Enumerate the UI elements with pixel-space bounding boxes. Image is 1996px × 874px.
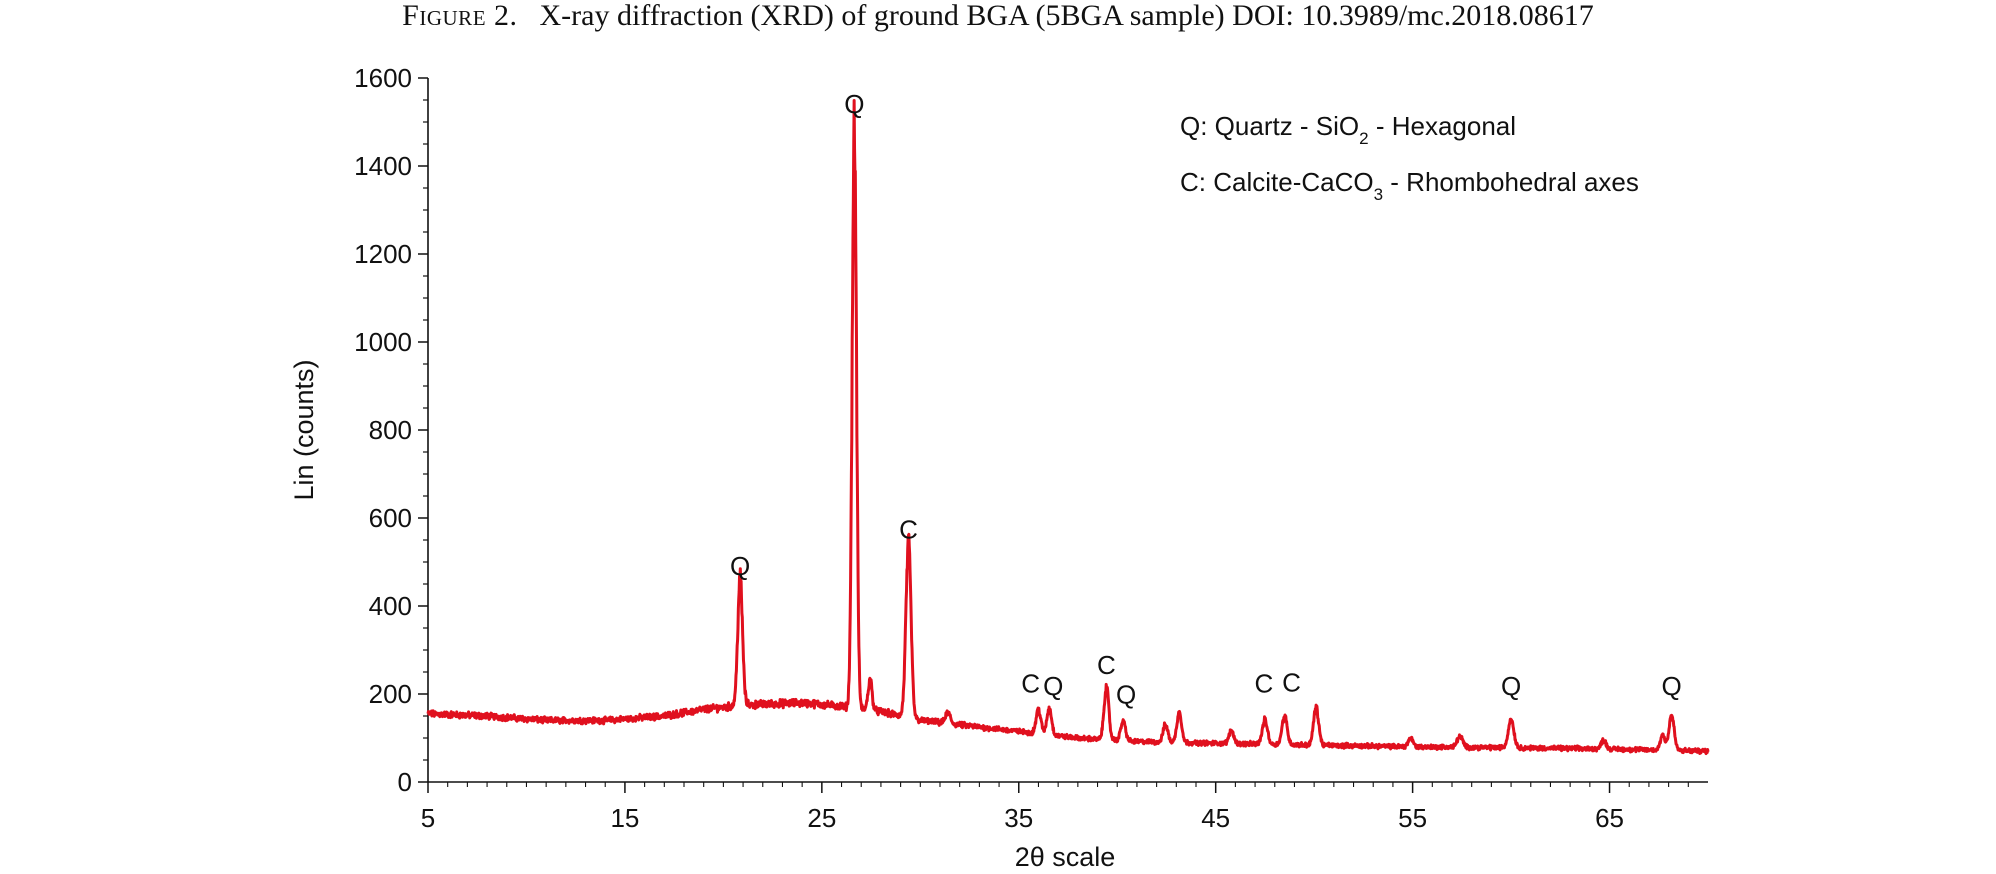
- y-tick-label: 1200: [354, 239, 412, 269]
- legend: Q: Quartz - SiO2 - Hexagonal C: Calcite-…: [1180, 111, 1639, 204]
- x-tick-label: 25: [807, 803, 836, 833]
- peak-label-c: C: [899, 515, 918, 545]
- y-tick-label: 800: [369, 415, 412, 445]
- x-tick-label: 5: [421, 803, 435, 833]
- x-tick-label: 65: [1595, 803, 1624, 833]
- x-tick-label: 55: [1398, 803, 1427, 833]
- x-axis-title: 2θ scale: [1015, 842, 1116, 872]
- figure-caption: Figure 2. X-ray diffraction (XRD) of grou…: [0, 0, 1996, 32]
- peak-label-q: Q: [1501, 671, 1521, 701]
- y-tick-label: 200: [369, 679, 412, 709]
- figure-label: Figure 2.: [402, 0, 518, 32]
- peak-label-c: C: [1282, 667, 1301, 697]
- xrd-series-line: [426, 99, 1710, 756]
- peak-label-q: Q: [1116, 680, 1136, 710]
- x-tick-label: 45: [1201, 803, 1230, 833]
- y-tick-label: 1600: [354, 63, 412, 93]
- peak-label-c: C: [1255, 669, 1274, 699]
- legend-entry-quartz: Q: Quartz - SiO2 - Hexagonal: [1180, 111, 1516, 148]
- y-tick-label: 0: [398, 767, 412, 797]
- series-layer: [426, 99, 1710, 756]
- x-tick-label: 35: [1004, 803, 1033, 833]
- peak-label-q: Q: [1043, 671, 1063, 701]
- y-tick-label: 1000: [354, 327, 412, 357]
- peak-label-q: Q: [730, 551, 750, 581]
- peak-label-q: Q: [844, 89, 864, 119]
- chart-axes: 0 200 400 600 800 1000 1200 1400 1600 5 15 25 35 45 55…: [354, 63, 1708, 833]
- y-tick-label: 400: [369, 591, 412, 621]
- peak-label-c: C: [1097, 650, 1116, 680]
- y-axis-title: Lin (counts): [289, 359, 319, 500]
- figure-caption-text: X-ray diffraction (XRD) of ground BGA (5…: [539, 0, 1594, 32]
- legend-entry-calcite: C: Calcite-CaCO3 - Rhombohedral axes: [1180, 167, 1639, 204]
- peak-label-c: C: [1021, 669, 1040, 699]
- x-tick-label: 15: [610, 803, 639, 833]
- y-tick-label: 1400: [354, 151, 412, 181]
- peak-label-q: Q: [1661, 671, 1681, 701]
- y-tick-label: 600: [369, 503, 412, 533]
